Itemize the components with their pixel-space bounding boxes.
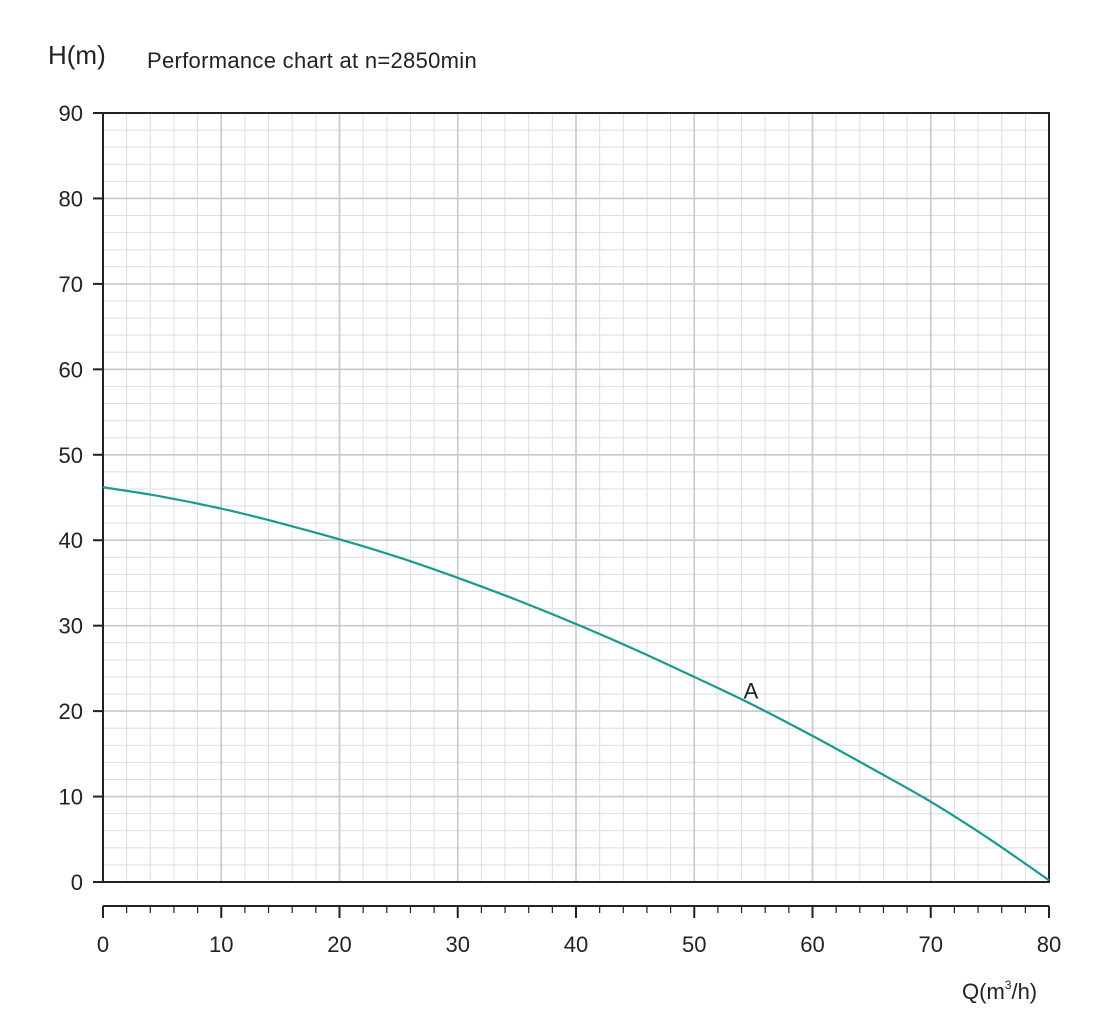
x-tick-label: 20: [327, 932, 351, 957]
x-tick-label: 80: [1037, 932, 1061, 957]
x-axis: 0 10 20 30 40 50 60 70 80: [97, 905, 1061, 957]
y-tick-label: 0: [71, 870, 83, 895]
y-tick-label: 90: [59, 101, 83, 126]
y-tick-label: 60: [59, 357, 83, 382]
chart-title: Performance chart at n=2850min: [147, 48, 478, 73]
x-tick-label: 70: [919, 932, 943, 957]
series-curve-A: [102, 486, 1050, 882]
y-axis: 0 10 20 30 40 50 60 70 80 90: [59, 101, 104, 895]
x-tick-label: 0: [97, 932, 109, 957]
y-axis-title: H(m): [48, 40, 106, 70]
x-axis-title: Q(m3/h): [962, 978, 1037, 1005]
y-tick-label: 80: [59, 186, 83, 211]
x-tick-label: 40: [564, 932, 588, 957]
major-grid: [102, 112, 1050, 883]
series-layer: [102, 486, 1050, 882]
x-tick-label: 60: [800, 932, 824, 957]
x-axis-title-superscript: 3: [1004, 978, 1012, 992]
x-axis-title-suffix: /h): [1011, 979, 1038, 1004]
y-tick-label: 30: [59, 614, 83, 639]
y-tick-label: 50: [59, 443, 83, 468]
y-tick-label: 10: [59, 785, 83, 810]
annotation-layer: A: [744, 678, 759, 703]
curve-label: A: [744, 678, 759, 703]
x-tick-label: 30: [446, 932, 470, 957]
x-tick-label: 10: [209, 932, 233, 957]
x-tick-label: 50: [682, 932, 706, 957]
y-tick-label: 20: [59, 699, 83, 724]
x-axis-title-prefix: Q(m: [962, 979, 1005, 1004]
y-tick-label: 40: [59, 528, 83, 553]
y-tick-label: 70: [59, 272, 83, 297]
